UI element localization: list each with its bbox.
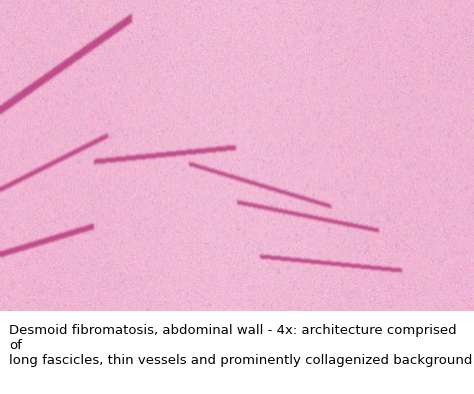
Text: Desmoid fibromatosis, abdominal wall - 4x: architecture comprised of
long fascic: Desmoid fibromatosis, abdominal wall - 4… xyxy=(9,324,473,367)
